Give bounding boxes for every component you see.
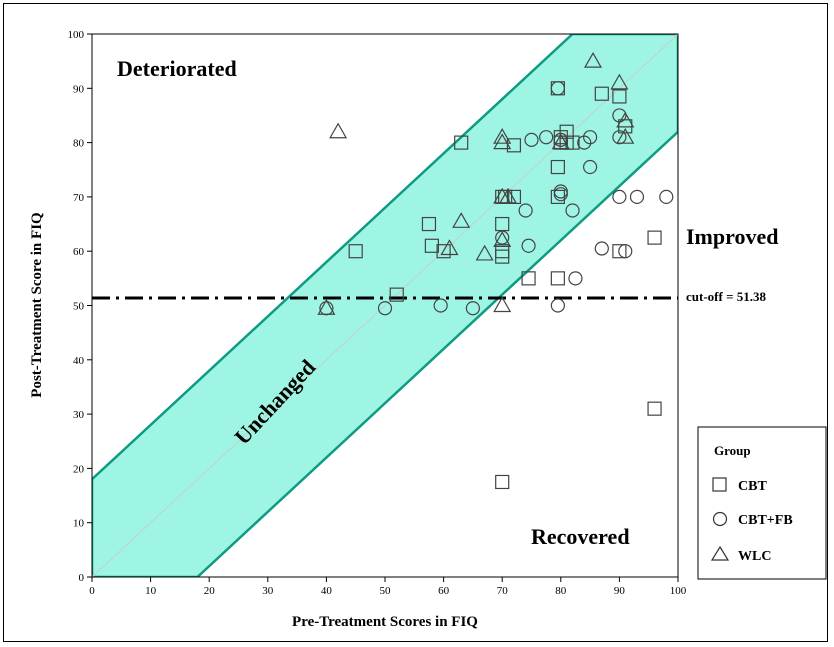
wlc-point bbox=[551, 133, 570, 150]
wlc-point bbox=[475, 244, 494, 261]
cbt-fb-point bbox=[553, 132, 568, 147]
cbt-fb-point bbox=[618, 244, 633, 259]
cbt-fb-point bbox=[465, 301, 480, 316]
legend-label-cbt-fb: CBT+FB bbox=[738, 513, 793, 528]
y-tick-label: 0 bbox=[79, 572, 85, 584]
figure-frame bbox=[3, 3, 828, 642]
x-tick-label: 40 bbox=[321, 585, 333, 597]
cbt-point bbox=[647, 230, 662, 245]
cbt-point bbox=[550, 271, 565, 286]
cbt-fb-point bbox=[659, 189, 674, 204]
y-tick-label: 10 bbox=[73, 518, 85, 530]
wlc-point bbox=[583, 51, 603, 68]
cbt-point bbox=[495, 474, 510, 490]
cbt-fb-point bbox=[524, 132, 539, 147]
cbt-fb-point bbox=[582, 130, 598, 145]
x-tick-label: 90 bbox=[614, 585, 626, 597]
cbt-fb-point bbox=[518, 203, 533, 218]
wlc-point bbox=[493, 127, 512, 144]
cbt-point bbox=[612, 89, 627, 104]
wlc-point bbox=[493, 296, 512, 313]
y-tick-label: 90 bbox=[73, 83, 85, 95]
cbt-fb-point bbox=[612, 189, 627, 204]
wlc-point bbox=[440, 239, 459, 256]
cbt-point bbox=[436, 244, 451, 259]
cutoff-label: cut-off = 51.38 bbox=[686, 289, 766, 304]
cbt-fb-point bbox=[539, 130, 554, 145]
cbt-point bbox=[647, 401, 662, 416]
cbt-fb-point bbox=[521, 238, 536, 253]
y-tick-label: 80 bbox=[73, 138, 85, 150]
y-tick-label: 100 bbox=[68, 29, 85, 41]
cbt-point bbox=[550, 159, 565, 175]
cbt-point bbox=[454, 135, 469, 150]
y-tick-label: 70 bbox=[73, 192, 85, 204]
wlc-point bbox=[499, 187, 518, 204]
cbt-point bbox=[521, 271, 536, 286]
x-tick-label: 70 bbox=[497, 585, 509, 597]
cbt-point bbox=[506, 138, 522, 153]
y-tick-label: 50 bbox=[73, 301, 85, 313]
y-tick-label: 60 bbox=[73, 246, 85, 258]
legend-box bbox=[697, 426, 827, 580]
x-tick-label: 0 bbox=[89, 585, 95, 597]
cbt-fb-point bbox=[565, 203, 580, 218]
cbt-fb-point bbox=[553, 184, 568, 199]
x-tick-label: 50 bbox=[380, 585, 392, 597]
cbt-fb-point bbox=[582, 159, 598, 175]
cbt-point bbox=[594, 86, 609, 101]
x-tick-label: 10 bbox=[145, 585, 157, 597]
cbt-point bbox=[348, 244, 363, 259]
wlc-point bbox=[329, 122, 348, 139]
x-tick-label: 30 bbox=[262, 585, 274, 597]
wlc-point bbox=[452, 212, 471, 228]
legend-marker-square bbox=[712, 477, 727, 492]
wlc-point bbox=[317, 299, 336, 315]
region-label-improved: Improved bbox=[686, 224, 779, 249]
legend-label-wlc: WLC bbox=[738, 549, 771, 564]
wlc-point bbox=[616, 127, 635, 144]
legend-title: Group bbox=[714, 443, 751, 458]
cbt-point bbox=[389, 287, 404, 302]
cbt-fb-point bbox=[550, 298, 565, 313]
cbt-fb-point bbox=[568, 271, 583, 286]
wlc-point bbox=[610, 73, 629, 90]
legend-marker-circle bbox=[712, 511, 728, 527]
cbt-point bbox=[421, 216, 437, 232]
y-tick-label: 20 bbox=[73, 463, 85, 475]
y-axis-title: Post-Treatment Score in FIQ bbox=[29, 212, 45, 398]
cbt-fb-point bbox=[495, 230, 510, 245]
cbt-point bbox=[495, 249, 510, 264]
identity-line bbox=[92, 34, 678, 577]
cbt-fb-point bbox=[550, 81, 565, 96]
x-tick-label: 20 bbox=[204, 585, 216, 597]
cbt-fb-point bbox=[433, 298, 448, 313]
wlc-point bbox=[616, 111, 635, 128]
region-label-recovered: Recovered bbox=[531, 524, 630, 549]
cbt-fb-point bbox=[629, 189, 645, 204]
wlc-point bbox=[493, 231, 512, 247]
wlc-point bbox=[493, 133, 512, 150]
x-tick-label: 60 bbox=[438, 585, 450, 597]
y-tick-label: 40 bbox=[73, 355, 85, 367]
legend-label-cbt: CBT bbox=[738, 479, 767, 494]
region-label-deteriorated: Deteriorated bbox=[117, 56, 237, 81]
cbt-fb-point bbox=[594, 241, 609, 256]
cbt-point bbox=[424, 238, 439, 253]
legend: Group CBT CBT+FB WLC bbox=[697, 426, 827, 580]
x-axis-title: Pre-Treatment Scores in FIQ bbox=[292, 614, 478, 630]
cbt-fb-point bbox=[377, 301, 393, 316]
y-tick-label: 30 bbox=[73, 409, 85, 421]
x-tick-label: 100 bbox=[670, 585, 687, 597]
cbt-point bbox=[612, 244, 627, 259]
legend-marker-triangle bbox=[710, 545, 730, 561]
x-tick-label: 80 bbox=[555, 585, 567, 597]
